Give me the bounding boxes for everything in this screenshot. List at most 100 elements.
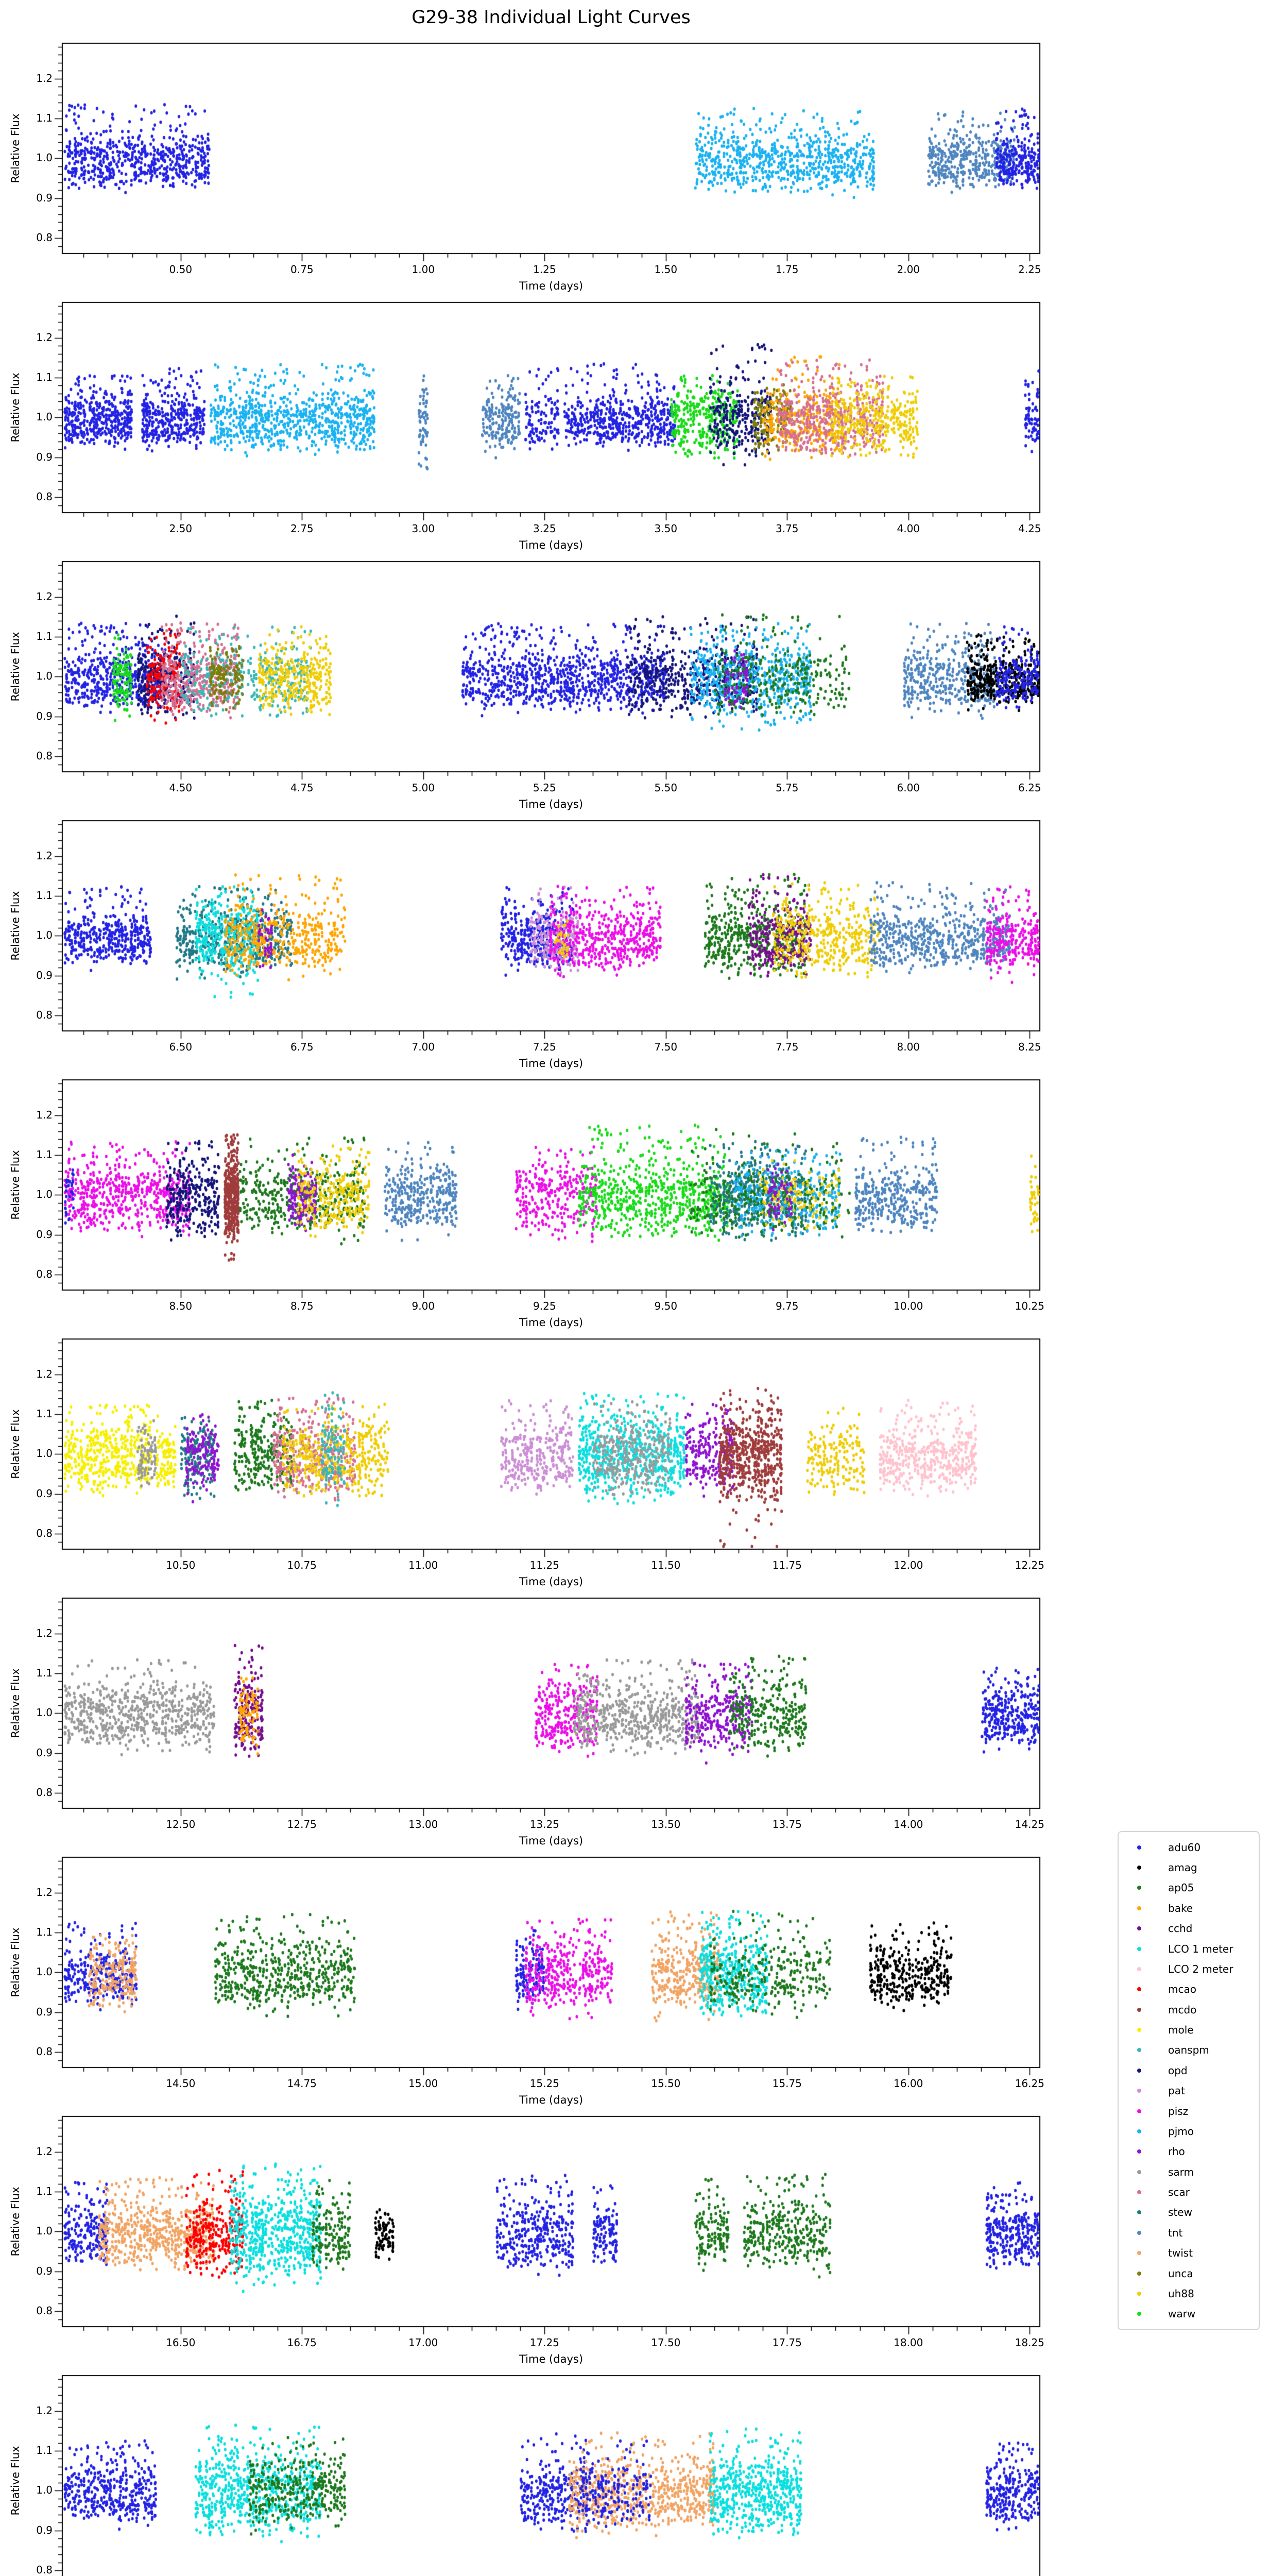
legend-item: adu60 [1119,1838,1259,1857]
legend-item-label: bake [1168,1902,1193,1914]
x-tick-label: 6.50 [169,1041,193,1053]
legend-marker-dot [1137,2271,1141,2276]
x-tick-label: 5.50 [654,782,678,794]
x-tick-label: 13.00 [408,1818,438,1831]
legend-item-label: uh88 [1168,2287,1194,2300]
legend-item: twist [1119,2243,1259,2263]
legend-item-label: tnt [1168,2226,1183,2239]
legend-marker-dot [1137,1967,1141,1971]
scatter-canvas-panel-8 [50,1850,1060,2086]
legend-item: unca [1119,2264,1259,2283]
y-tick-label: 1.1 [36,889,53,902]
y-axis-label: Relative Flux [9,1927,22,1997]
x-tick-label: 16.75 [287,2336,317,2349]
y-tick-label: 0.9 [36,1487,53,1500]
y-tick-label: 0.9 [36,2005,53,2018]
legend-item: tnt [1119,2223,1259,2243]
legend-item-label: rho [1168,2145,1185,2158]
y-axis-label: Relative Flux [9,372,22,443]
y-tick-label: 1.2 [36,1626,53,1639]
legend-item-label: oanspm [1168,2044,1209,2057]
legend-item-label: stew [1168,2206,1192,2219]
x-tick-label: 2.50 [169,522,193,535]
y-axis-label: Relative Flux [9,1668,22,1738]
x-tick-label: 11.25 [529,1559,559,1571]
x-tick-label: 4.75 [290,782,314,794]
legend-item-label: scar [1168,2186,1190,2199]
y-tick-label: 1.0 [36,151,53,164]
x-tick-label: 10.50 [166,1559,196,1571]
legend-item: cchd [1119,1919,1259,1938]
x-tick-label: 8.00 [897,1041,920,1053]
legend-marker-dot [1137,2230,1141,2235]
x-tick-label: 16.00 [894,2077,923,2090]
x-tick-label: 1.50 [654,263,678,276]
y-tick-label: 0.8 [36,2564,53,2576]
x-tick-label: 5.25 [533,782,556,794]
scatter-canvas-panel-3 [50,554,1060,790]
y-tick-label: 0.9 [36,191,53,204]
legend-marker-dot [1137,2190,1141,2195]
legend-marker-dot [1137,1987,1141,1992]
legend-item-label: mole [1168,2024,1194,2037]
legend-marker-dot [1137,2068,1141,2073]
y-axis-label: Relative Flux [9,2187,22,2257]
y-tick-label: 1.2 [36,1367,53,1380]
legend-item-label: opd [1168,2064,1188,2077]
y-tick-label: 1.2 [36,331,53,344]
x-tick-label: 13.25 [529,1818,559,1831]
legend-item-label: warw [1168,2308,1196,2320]
legend-item: sarm [1119,2162,1259,2182]
x-tick-label: 3.00 [411,522,435,535]
x-tick-label: 7.25 [533,1041,556,1053]
x-tick-label: 15.50 [651,2077,681,2090]
y-axis-label: Relative Flux [9,632,22,702]
y-tick-label: 0.8 [36,2045,53,2058]
scatter-canvas-panel-9 [50,2109,1060,2345]
x-tick-label: 3.50 [654,522,678,535]
x-tick-label: 18.00 [894,2336,923,2349]
x-tick-label: 12.00 [894,1559,923,1571]
x-tick-label: 1.00 [411,263,435,276]
scatter-canvas-panel-1 [50,36,1060,272]
scatter-canvas-panel-4 [50,813,1060,1049]
x-tick-label: 11.75 [772,1559,802,1571]
x-tick-label: 17.75 [772,2336,802,2349]
scatter-canvas-panel-10 [50,2368,1060,2576]
legend-item-label: mcao [1168,1983,1196,1996]
y-tick-label: 0.9 [36,1228,53,1241]
y-axis-label: Relative Flux [9,113,22,183]
x-tick-label: 1.25 [533,263,556,276]
x-axis-label: Time (days) [519,1835,584,1847]
legend-item: rho [1119,2142,1259,2161]
legend-item-label: twist [1168,2247,1193,2260]
legend-marker-dot [1137,2129,1141,2133]
x-tick-label: 13.50 [651,1818,681,1831]
x-tick-label: 1.75 [776,263,799,276]
y-tick-label: 1.0 [36,929,53,942]
legend-marker-dot [1137,2028,1141,2032]
y-tick-label: 0.8 [36,1009,53,1022]
x-tick-label: 8.25 [1018,1041,1041,1053]
x-tick-label: 5.00 [411,782,435,794]
y-tick-label: 0.9 [36,450,53,463]
x-tick-label: 6.25 [1018,782,1041,794]
y-axis-label: Relative Flux [9,2446,22,2516]
x-tick-label: 0.50 [169,263,193,276]
x-tick-label: 15.00 [408,2077,438,2090]
y-tick-label: 1.2 [36,1886,53,1899]
y-tick-label: 1.1 [36,2184,53,2197]
x-tick-label: 14.75 [287,2077,317,2090]
x-tick-label: 4.00 [897,522,920,535]
x-tick-label: 4.50 [169,782,193,794]
x-tick-label: 7.50 [654,1041,678,1053]
x-axis-label: Time (days) [519,1316,584,1329]
y-tick-label: 0.9 [36,2523,53,2536]
legend-item: pat [1119,2081,1259,2100]
legend-marker-dot [1137,1845,1141,1850]
x-axis-label: Time (days) [519,798,584,810]
x-tick-label: 13.75 [772,1818,802,1831]
legend-item: ap05 [1119,1878,1259,1897]
y-tick-label: 1.2 [36,2404,53,2417]
